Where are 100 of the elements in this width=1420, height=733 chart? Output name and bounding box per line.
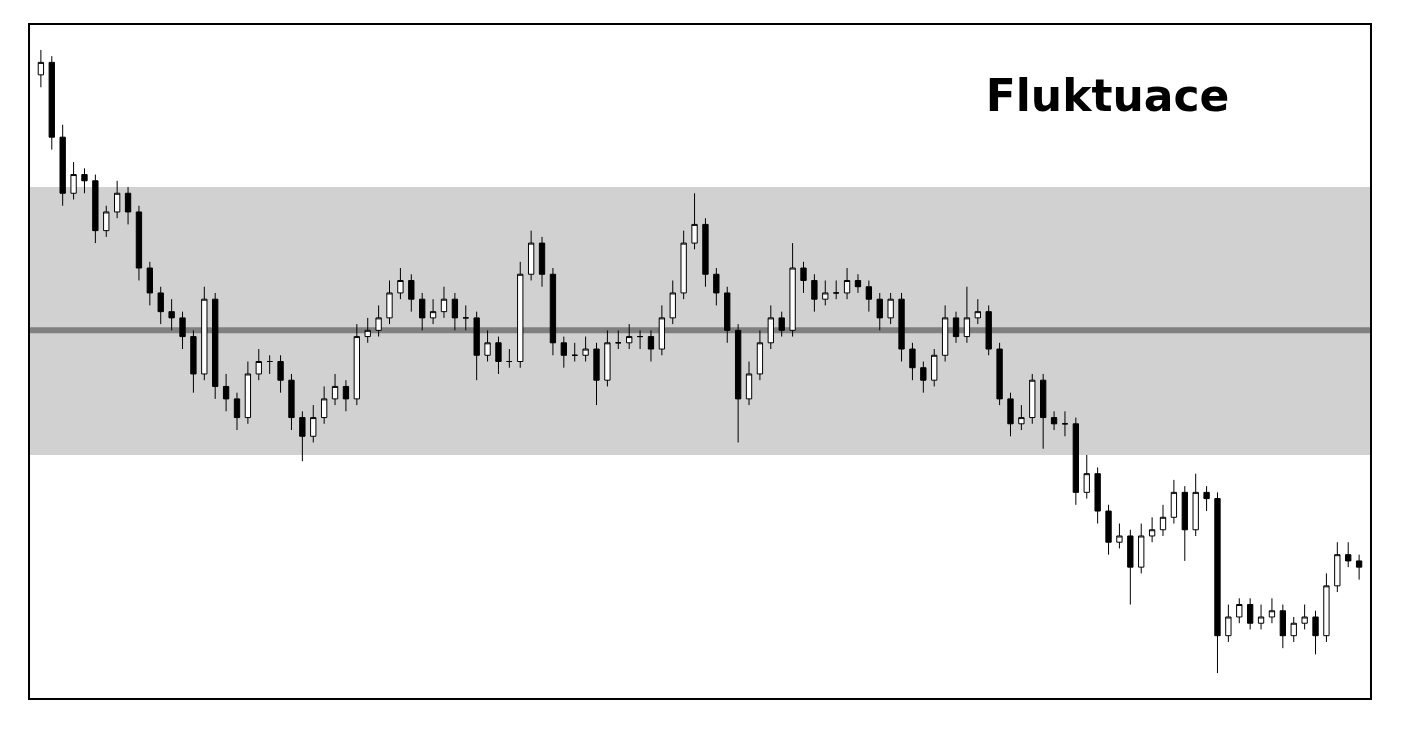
candlestick	[1279, 604, 1287, 649]
candlestick	[1312, 610, 1319, 655]
candlestick	[571, 342, 578, 362]
candlestick	[713, 267, 720, 306]
candlestick	[277, 354, 284, 394]
candlestick	[1105, 504, 1112, 556]
candlestick	[985, 304, 992, 356]
candlestick	[800, 261, 807, 294]
candlestick	[1029, 373, 1036, 425]
candlestick	[190, 329, 197, 394]
candlestick	[778, 311, 785, 338]
candlestick	[375, 304, 382, 338]
candlestick	[1040, 373, 1047, 450]
candlestick	[745, 361, 753, 406]
candlestick	[887, 292, 894, 325]
candlestick	[201, 286, 208, 381]
candlestick	[974, 298, 981, 325]
candlestick	[996, 342, 1003, 406]
candlestick	[1301, 604, 1308, 630]
candlestick	[517, 261, 524, 369]
candlestick	[909, 342, 916, 381]
candlestick	[527, 230, 535, 281]
candlestick	[288, 373, 295, 431]
candlestick	[1290, 616, 1297, 643]
candlestick	[1018, 404, 1025, 431]
candlestick	[1061, 410, 1069, 437]
candlestick	[898, 292, 905, 362]
candlestick	[179, 311, 186, 350]
candlestick	[146, 261, 154, 306]
candlestick	[724, 286, 731, 344]
candlestick	[1083, 454, 1090, 500]
candlestick	[1159, 504, 1167, 537]
candlestick	[1127, 529, 1134, 606]
candlestick	[963, 286, 971, 344]
candlestick	[440, 286, 448, 319]
candlestick	[48, 55, 55, 151]
candlestick	[222, 373, 230, 412]
candlestick	[1094, 466, 1101, 525]
candlestick	[103, 205, 110, 238]
candlestick	[342, 379, 350, 412]
candlestick	[266, 354, 273, 375]
candlestick	[1345, 541, 1352, 568]
candlestick	[691, 192, 698, 250]
candlestick	[1323, 572, 1330, 643]
candlestick	[702, 217, 709, 288]
candlestick	[865, 279, 873, 313]
candlestick	[680, 230, 687, 300]
candlestick	[833, 279, 840, 300]
candlestick	[767, 304, 774, 350]
candlestick	[1257, 604, 1265, 630]
candlestick	[1225, 604, 1232, 643]
candlestick	[756, 329, 764, 381]
candlestick	[92, 174, 99, 244]
candlestick	[811, 273, 818, 313]
candlestick	[331, 373, 339, 406]
text: Fluktuace	[985, 69, 1230, 121]
candlestick	[462, 304, 469, 331]
candlestick	[255, 348, 262, 381]
candlestick	[931, 348, 938, 387]
candlestick	[386, 279, 393, 325]
candlestick	[408, 273, 415, 313]
candlestick	[124, 186, 132, 225]
candlestick	[1181, 485, 1188, 562]
candlestick	[647, 329, 655, 362]
candlestick	[419, 292, 426, 331]
candlestick	[168, 298, 175, 331]
candlestick	[560, 336, 567, 369]
candlestick	[473, 311, 480, 381]
candlestick	[1192, 473, 1199, 537]
candlestick	[212, 292, 219, 400]
candlestick	[952, 311, 960, 344]
candlestick	[320, 385, 328, 425]
candlestick	[1007, 392, 1014, 437]
candlestick	[157, 286, 164, 325]
candlestick	[854, 273, 862, 294]
candlestick	[1355, 554, 1363, 581]
candlestick	[1214, 491, 1221, 674]
candlestick	[822, 279, 829, 306]
candlestick	[582, 336, 589, 362]
candlestick	[81, 167, 88, 194]
candlestick	[789, 242, 796, 338]
candlestick	[59, 124, 66, 207]
candlestick	[495, 336, 502, 375]
candlestick	[1072, 417, 1080, 506]
candlestick	[920, 361, 927, 394]
candlestick	[429, 298, 437, 325]
candlestick	[843, 267, 851, 300]
candlestick	[310, 404, 317, 444]
candlestick	[604, 329, 611, 387]
candlestick	[484, 329, 491, 362]
candlestick	[506, 348, 513, 369]
candlestick	[70, 161, 77, 200]
candlestick	[658, 304, 666, 356]
candlestick	[1246, 597, 1254, 630]
candlestick	[299, 410, 306, 462]
candlestick	[1236, 597, 1243, 624]
candlestick	[669, 279, 676, 325]
candlestick	[734, 323, 742, 444]
candlestick	[135, 205, 143, 281]
candlestick	[626, 323, 633, 350]
